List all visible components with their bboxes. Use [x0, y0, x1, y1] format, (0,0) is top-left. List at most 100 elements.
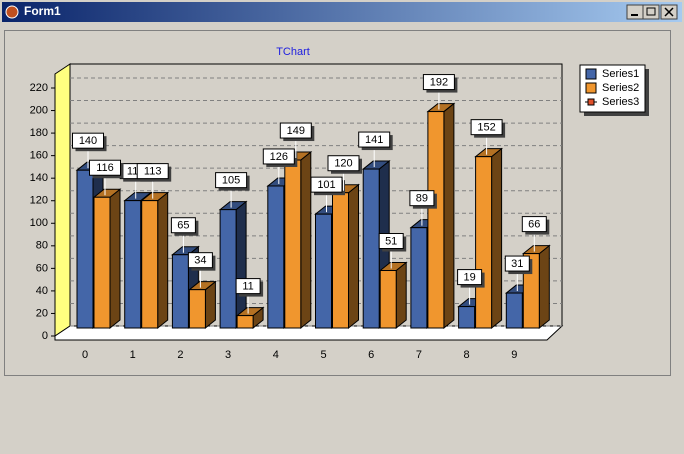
y-tick-label: 180 [30, 127, 48, 139]
data-label: 31 [511, 258, 523, 270]
x-tick-label: 2 [177, 349, 183, 361]
left-wall [54, 63, 71, 337]
data-label: 120 [334, 158, 352, 170]
label-box [235, 278, 261, 295]
label-box [187, 252, 213, 269]
bar-face [93, 196, 111, 329]
icon [664, 7, 674, 17]
data-label: 116 [96, 162, 114, 174]
data-label: 11 [242, 281, 253, 293]
y-tick-label: 100 [30, 217, 48, 229]
y-tick-label: 200 [30, 104, 48, 116]
bar-face [267, 185, 285, 329]
label-box [358, 131, 391, 148]
bar [235, 306, 265, 330]
x-tick-label: 4 [273, 349, 279, 361]
y-tick-label: 120 [30, 195, 48, 207]
y-tick-label: 60 [36, 262, 48, 274]
label-box [215, 172, 248, 189]
bar-face [124, 200, 142, 329]
icon [646, 7, 656, 16]
window-buttons[interactable] [626, 4, 678, 20]
x-tick-label: 7 [416, 349, 422, 361]
y-tick-label: 140 [30, 172, 48, 184]
y-tick-label: 40 [36, 285, 48, 297]
maximize-button[interactable] [642, 4, 660, 20]
bar-face [395, 261, 407, 330]
app-icon [5, 5, 19, 19]
x-tick-label: 5 [320, 349, 326, 361]
bar-face [300, 150, 312, 330]
data-label: 105 [222, 175, 240, 187]
chart-title: TChart [276, 46, 310, 58]
label-box [378, 233, 404, 250]
legend-swatch [585, 68, 597, 80]
label-box [136, 163, 169, 180]
data-label: 141 [365, 134, 383, 146]
bar [378, 261, 408, 330]
legend-label: Series2 [602, 82, 639, 94]
data-label: 65 [177, 220, 189, 232]
y-tick-label: 0 [42, 330, 48, 342]
data-label: 19 [463, 271, 475, 283]
data-label: 66 [528, 219, 540, 231]
bar-face [188, 289, 206, 329]
bar-face [427, 111, 445, 329]
bar [187, 280, 217, 330]
label-box [422, 74, 455, 91]
bar [331, 183, 360, 330]
bar [283, 150, 313, 330]
data-label: 51 [385, 235, 397, 247]
bar-face [157, 191, 169, 330]
legend-label: Series1 [602, 68, 639, 80]
bar-face [76, 169, 94, 329]
bar-face [348, 183, 359, 330]
bar-face [505, 292, 523, 329]
label-box [504, 255, 530, 272]
label-box [262, 148, 295, 165]
label-box [279, 122, 312, 139]
bar-face [284, 159, 302, 329]
legend-label: Series3 [602, 96, 639, 108]
data-label: 101 [317, 179, 335, 191]
y-tick-label: 160 [30, 150, 48, 162]
bar [218, 200, 248, 330]
bar-face [538, 244, 550, 330]
x-tick-label: 9 [511, 349, 517, 361]
label-box [457, 269, 483, 286]
data-label: 192 [430, 76, 448, 88]
bar-face [379, 270, 397, 329]
minimize-button[interactable] [626, 4, 644, 20]
bar-face [236, 315, 254, 329]
label-box [310, 176, 343, 193]
bar [92, 188, 122, 330]
data-label: 34 [194, 255, 206, 267]
label-box [89, 159, 121, 176]
bar-face [475, 156, 493, 329]
data-label: 149 [287, 125, 305, 137]
label-box [72, 132, 104, 149]
window-title: Form1 [24, 4, 61, 18]
x-tick-label: 6 [368, 349, 374, 361]
data-label: 89 [416, 193, 428, 205]
x-tick-label: 8 [464, 349, 470, 361]
bar [426, 102, 456, 330]
bar-face [315, 213, 332, 329]
data-label: 152 [477, 122, 495, 134]
title-bar [2, 2, 682, 22]
bar-face [410, 227, 428, 329]
bar [140, 191, 170, 330]
bar-face [458, 306, 476, 329]
data-label: 113 [144, 166, 162, 178]
legend-swatch [585, 82, 597, 94]
y-tick-label: 20 [36, 307, 48, 319]
label-box [521, 216, 547, 233]
x-tick-label: 3 [225, 349, 231, 361]
bar-face [141, 200, 159, 329]
bar-face [109, 188, 121, 330]
x-tick-label: 0 [82, 349, 88, 361]
x-tick-label: 1 [130, 349, 136, 361]
legend-swatch [587, 98, 595, 106]
bar-face [171, 254, 189, 329]
bar-face [491, 147, 503, 330]
